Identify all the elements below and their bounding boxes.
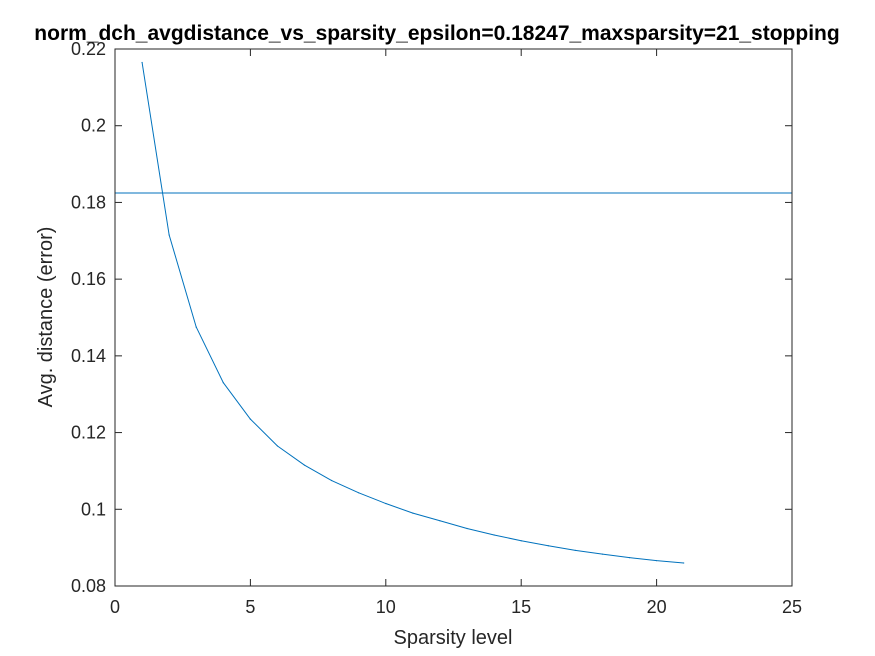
plot-area	[115, 49, 792, 586]
x-tick-label: 15	[511, 597, 531, 617]
y-tick-label: 0.16	[71, 269, 106, 289]
chart-title: norm_dch_avgdistance_vs_sparsity_epsilon…	[34, 22, 839, 45]
data-point	[628, 557, 631, 559]
data-point	[385, 502, 387, 505]
y-tick-label: 0.12	[71, 423, 106, 443]
data-point	[249, 418, 251, 420]
data-point	[331, 479, 333, 482]
x-axis-label: Sparsity level	[394, 627, 513, 649]
y-tick-label: 0.18	[71, 192, 106, 212]
data-point	[466, 527, 468, 530]
data-point	[195, 326, 197, 328]
data-point	[358, 492, 360, 494]
data-point	[303, 464, 306, 466]
data-point	[141, 61, 143, 64]
x-tick-label: 10	[376, 597, 396, 617]
x-tick-label: 5	[245, 597, 255, 617]
y-axis-label: Avg. distance (error)	[35, 227, 57, 408]
data-point	[656, 560, 658, 562]
x-tick-label: 25	[782, 597, 802, 617]
data-point	[493, 534, 495, 536]
lines-layer	[115, 61, 792, 564]
axes-layer: 0 5 10 15 20 25 0.08 0.1 0.12 0.14 0.16 0.18 0.2 0.22	[71, 39, 802, 617]
data-point	[547, 545, 549, 547]
data-point	[520, 540, 522, 542]
y-tick-label: 0.14	[71, 346, 106, 366]
y-tick-label: 0.2	[81, 116, 106, 136]
data-point	[168, 234, 170, 236]
data-point	[574, 549, 576, 551]
data-point	[601, 553, 604, 555]
data-point	[222, 382, 224, 384]
axes-box	[114, 48, 793, 587]
x-tick-label: 20	[647, 597, 667, 617]
data-point	[683, 562, 685, 564]
data-point	[439, 520, 441, 522]
x-tick-label: 0	[110, 597, 120, 617]
data-point	[412, 512, 414, 514]
y-tick-label: 0.1	[81, 499, 106, 519]
y-tick-label: 0.22	[71, 39, 106, 59]
y-tick-label: 0.08	[71, 576, 106, 596]
data-point	[276, 445, 279, 447]
